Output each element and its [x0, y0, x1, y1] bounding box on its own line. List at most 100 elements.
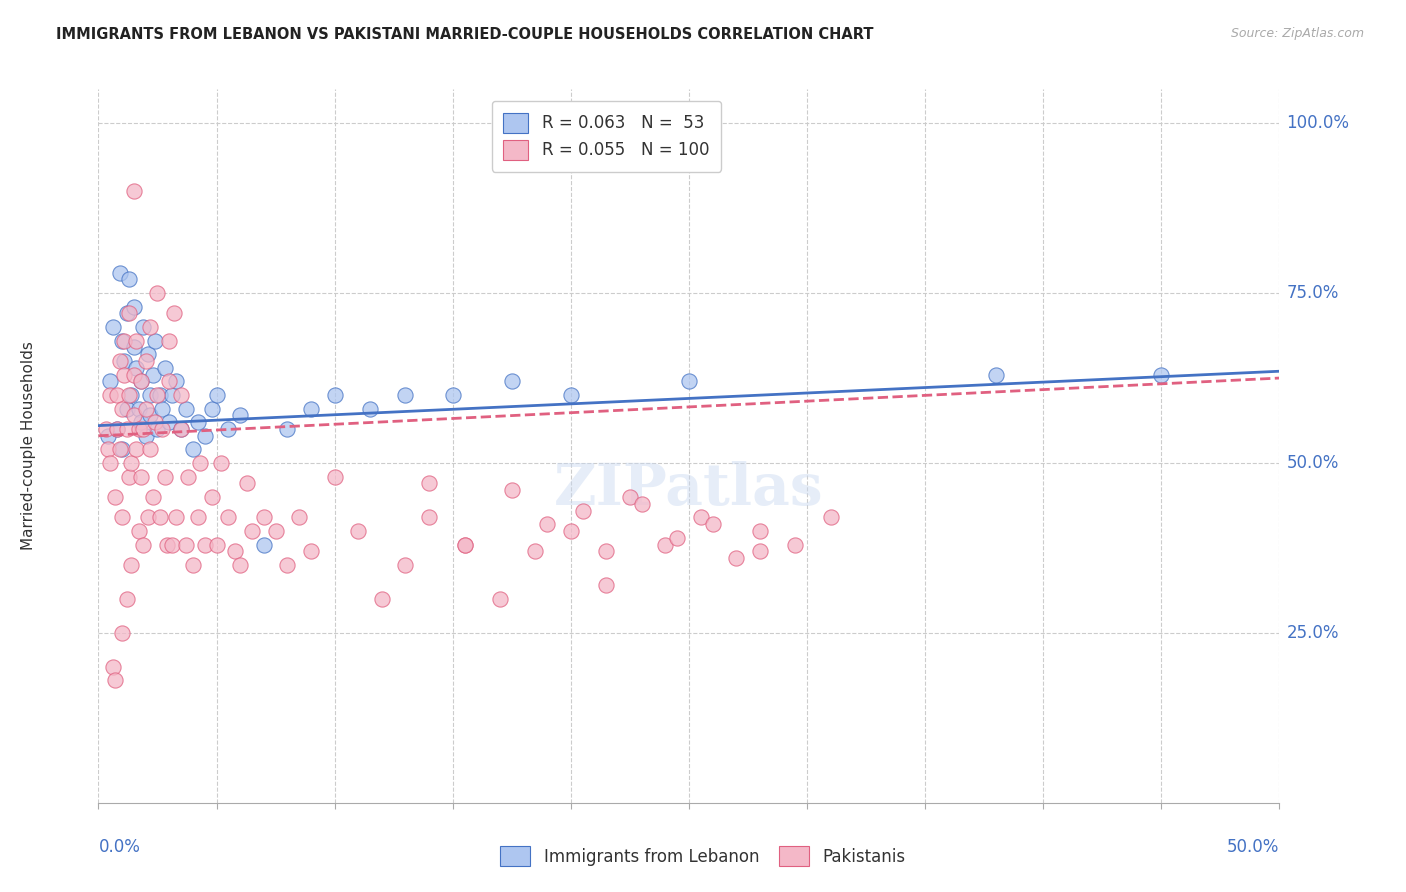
Point	[165, 510, 187, 524]
Point	[97, 442, 120, 457]
Point	[323, 388, 346, 402]
Point	[122, 341, 145, 355]
Point	[501, 483, 523, 498]
Point	[453, 537, 475, 551]
Point	[371, 591, 394, 606]
Point	[170, 422, 193, 436]
Point	[276, 422, 298, 436]
Point	[129, 469, 152, 483]
Point	[121, 558, 143, 572]
Point	[112, 334, 135, 348]
Point	[347, 524, 370, 538]
Legend: R = 0.063   N =  53, R = 0.055   N = 100: R = 0.063 N = 53, R = 0.055 N = 100	[492, 101, 721, 172]
Point	[299, 544, 322, 558]
Point	[201, 490, 224, 504]
Point	[187, 510, 209, 524]
Point	[115, 401, 138, 416]
Point	[441, 388, 464, 402]
Point	[157, 375, 180, 389]
Point	[98, 388, 121, 402]
Point	[150, 422, 173, 436]
Point	[174, 537, 197, 551]
Point	[108, 442, 131, 457]
Point	[97, 429, 120, 443]
Point	[666, 531, 689, 545]
Point	[135, 354, 157, 368]
Point	[135, 429, 157, 443]
Point	[820, 510, 842, 524]
Point	[128, 524, 150, 538]
Point	[323, 469, 346, 483]
Point	[702, 517, 724, 532]
Point	[101, 320, 124, 334]
Point	[560, 388, 582, 402]
Point	[98, 375, 121, 389]
Point	[121, 388, 143, 402]
Point	[181, 558, 204, 572]
Point	[359, 401, 381, 416]
Point	[205, 537, 228, 551]
Point	[748, 524, 770, 538]
Point	[115, 422, 138, 436]
Point	[111, 401, 134, 416]
Point	[174, 401, 197, 416]
Text: 0.0%: 0.0%	[98, 838, 141, 856]
Point	[160, 537, 183, 551]
Point	[725, 551, 748, 566]
Point	[229, 409, 252, 423]
Point	[394, 558, 416, 572]
Point	[177, 469, 200, 483]
Point	[205, 388, 228, 402]
Point	[139, 388, 162, 402]
Point	[165, 375, 187, 389]
Point	[115, 591, 138, 606]
Point	[129, 415, 152, 429]
Point	[288, 510, 311, 524]
Point	[112, 368, 135, 382]
Point	[101, 660, 124, 674]
Text: Source: ZipAtlas.com: Source: ZipAtlas.com	[1230, 27, 1364, 40]
Point	[150, 401, 173, 416]
Text: 25.0%: 25.0%	[1286, 624, 1339, 642]
Point	[125, 360, 148, 375]
Text: 75.0%: 75.0%	[1286, 284, 1339, 302]
Point	[143, 415, 166, 429]
Point	[128, 422, 150, 436]
Point	[595, 544, 617, 558]
Point	[108, 266, 131, 280]
Point	[156, 537, 179, 551]
Point	[98, 456, 121, 470]
Point	[524, 544, 547, 558]
Text: 50.0%: 50.0%	[1227, 838, 1279, 856]
Point	[785, 537, 807, 551]
Point	[501, 375, 523, 389]
Point	[104, 490, 127, 504]
Point	[139, 409, 162, 423]
Text: Married-couple Households: Married-couple Households	[21, 342, 35, 550]
Point	[595, 578, 617, 592]
Text: 50.0%: 50.0%	[1286, 454, 1339, 472]
Point	[122, 368, 145, 382]
Point	[125, 334, 148, 348]
Point	[146, 286, 169, 301]
Point	[112, 354, 135, 368]
Point	[128, 401, 150, 416]
Point	[118, 306, 141, 320]
Point	[654, 537, 676, 551]
Point	[253, 510, 276, 524]
Text: 100.0%: 100.0%	[1286, 114, 1350, 132]
Point	[678, 375, 700, 389]
Point	[418, 476, 440, 491]
Point	[187, 415, 209, 429]
Point	[571, 503, 593, 517]
Point	[181, 442, 204, 457]
Point	[129, 375, 152, 389]
Point	[560, 524, 582, 538]
Point	[132, 537, 155, 551]
Point	[264, 524, 287, 538]
Point	[136, 347, 159, 361]
Point	[118, 272, 141, 286]
Point	[209, 456, 232, 470]
Point	[121, 456, 143, 470]
Point	[253, 537, 276, 551]
